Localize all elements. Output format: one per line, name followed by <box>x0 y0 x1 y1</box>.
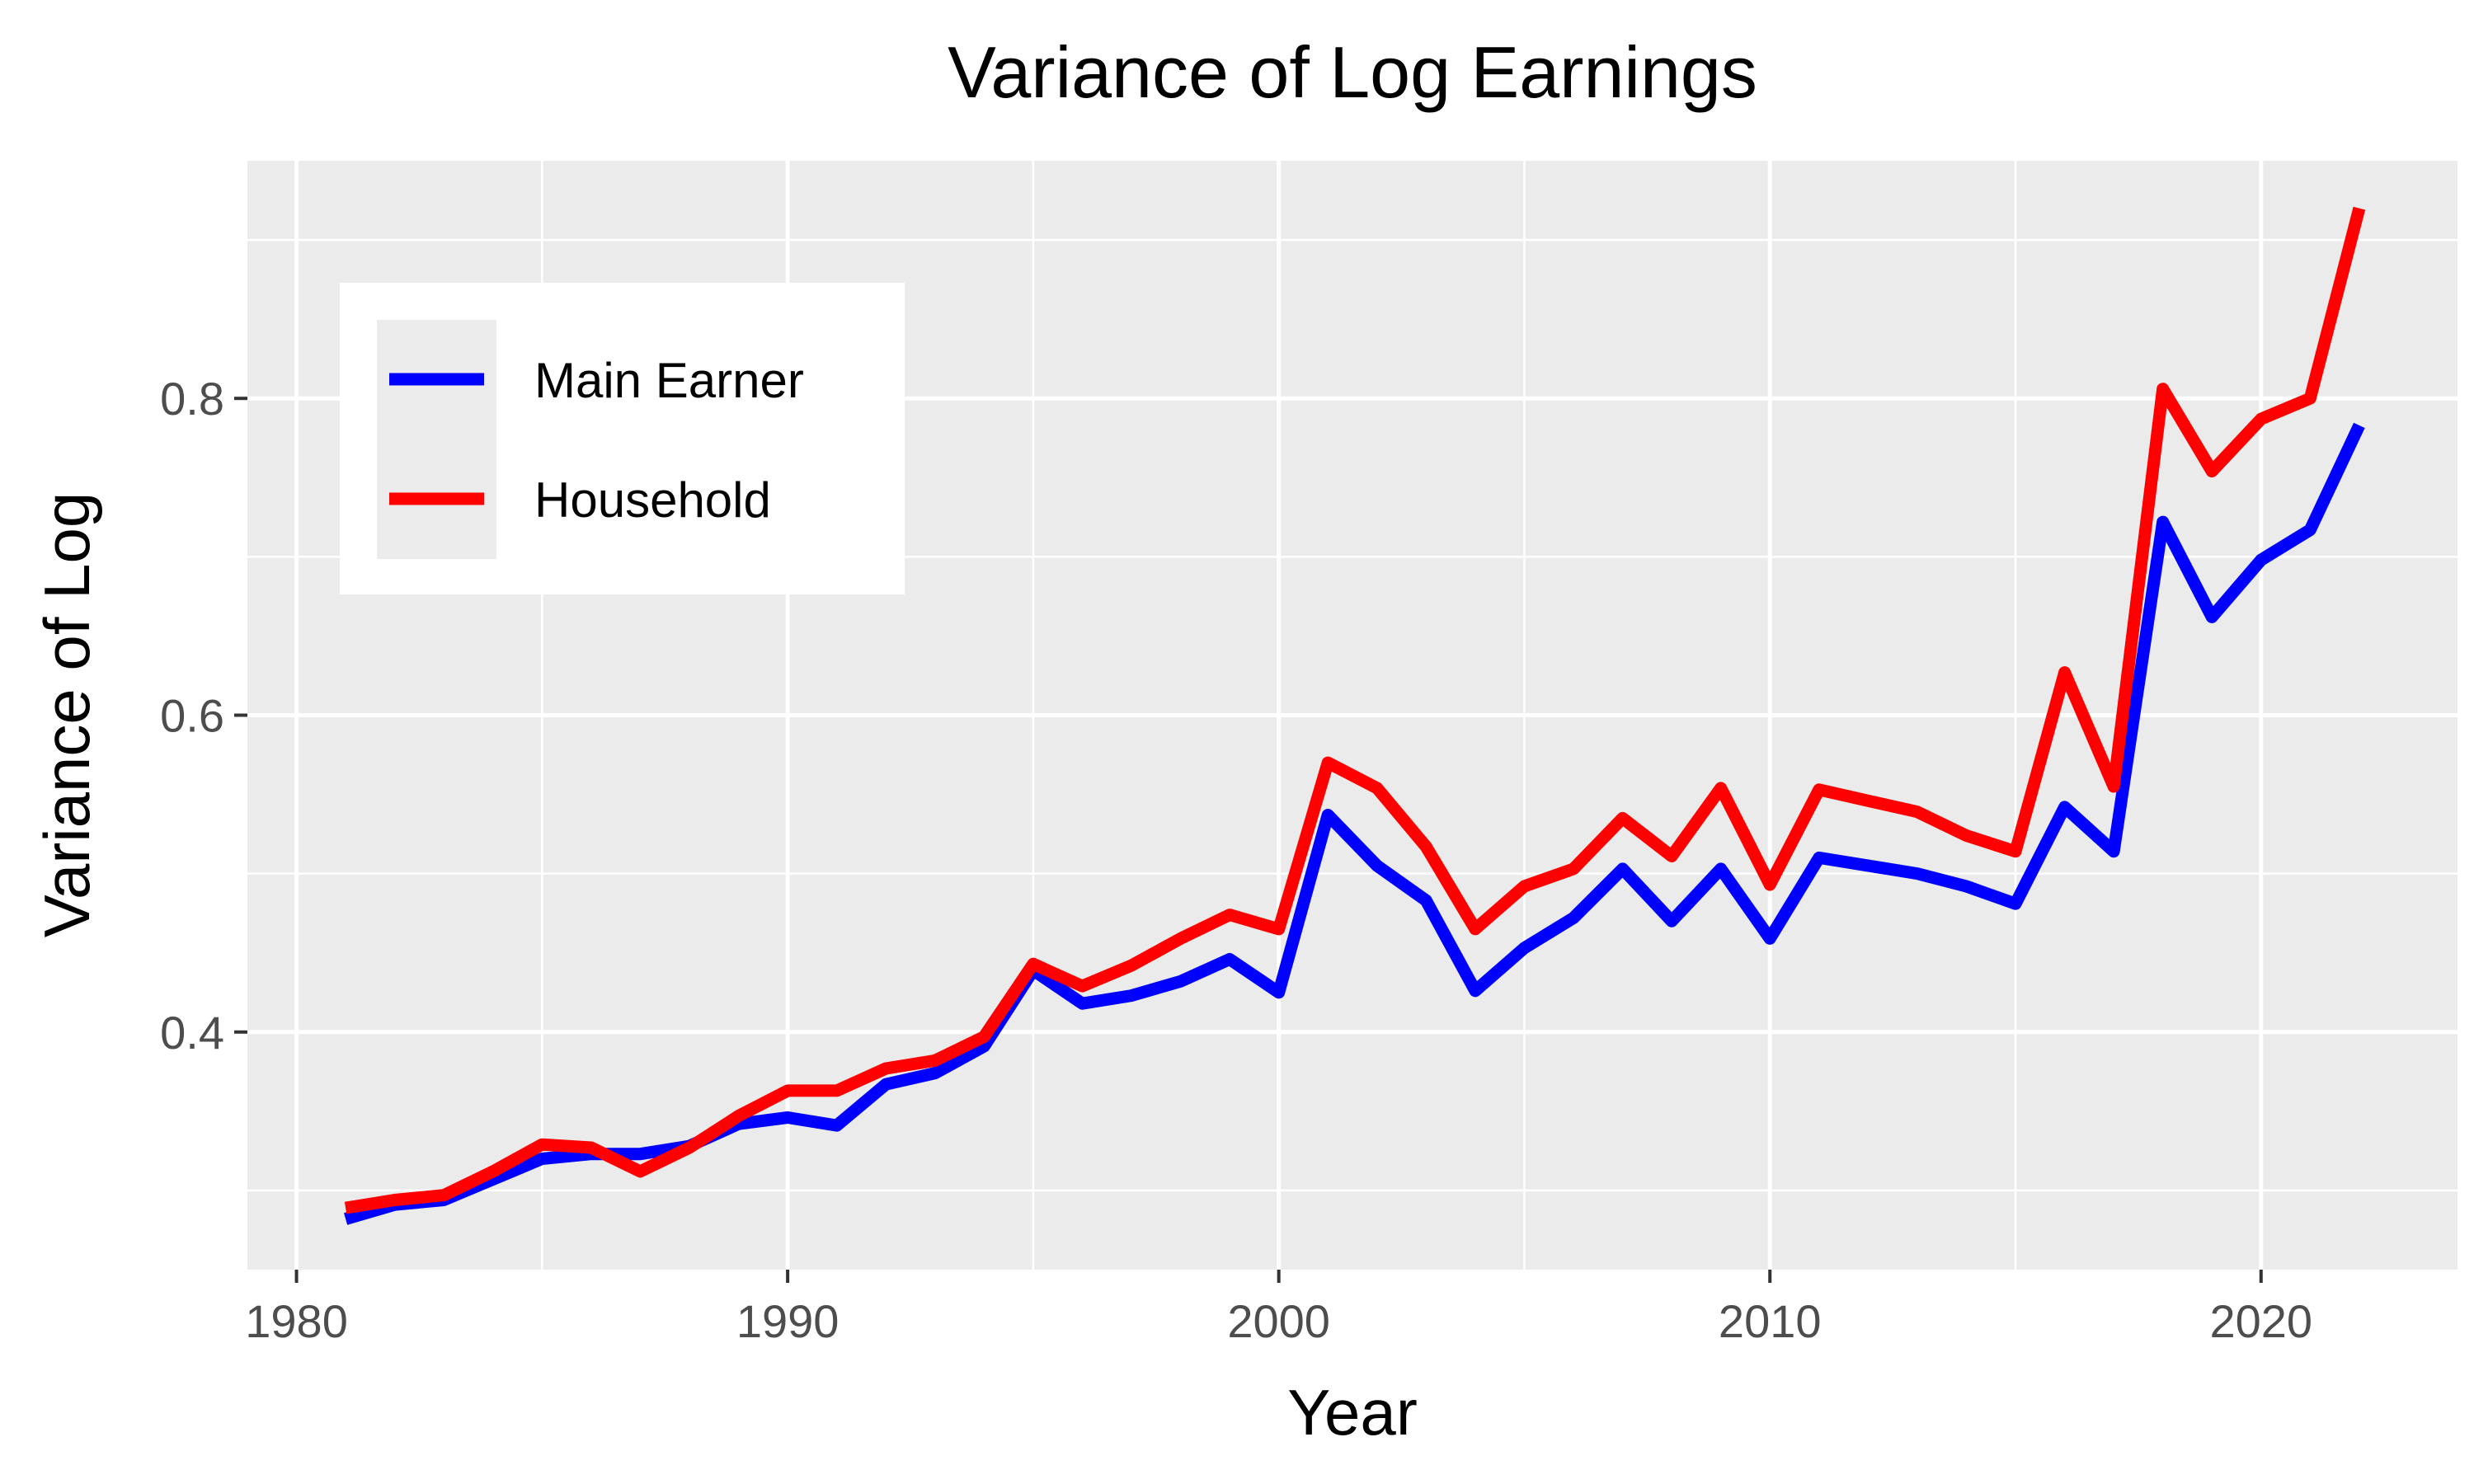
y-axis-title: Variance of Log <box>31 492 103 938</box>
y-tick-label: 0.6 <box>160 690 224 742</box>
x-tick-labels: 1980 1990 2000 2010 2020 <box>245 1295 2312 1347</box>
x-tick-label: 1990 <box>736 1295 840 1347</box>
x-tick-label: 1980 <box>245 1295 348 1347</box>
x-axis-title: Year <box>1287 1376 1418 1449</box>
y-tick-label: 0.8 <box>160 373 224 425</box>
x-tick-label: 2000 <box>1227 1295 1330 1347</box>
legend: Main Earner Household <box>340 283 905 594</box>
x-tick-label: 2010 <box>1719 1295 1822 1347</box>
axis-ticks <box>234 397 2263 1283</box>
legend-label-main-earner: Main Earner <box>534 353 804 408</box>
legend-label-household: Household <box>534 472 771 528</box>
y-tick-label: 0.4 <box>160 1007 224 1059</box>
x-tick-label: 2020 <box>2209 1295 2312 1347</box>
chart-title: Variance of Log Earnings <box>948 31 1757 113</box>
series-lines <box>344 206 2366 1225</box>
series-line-household <box>344 206 2366 1214</box>
y-tick-labels: 0.4 0.6 0.8 <box>160 373 224 1059</box>
